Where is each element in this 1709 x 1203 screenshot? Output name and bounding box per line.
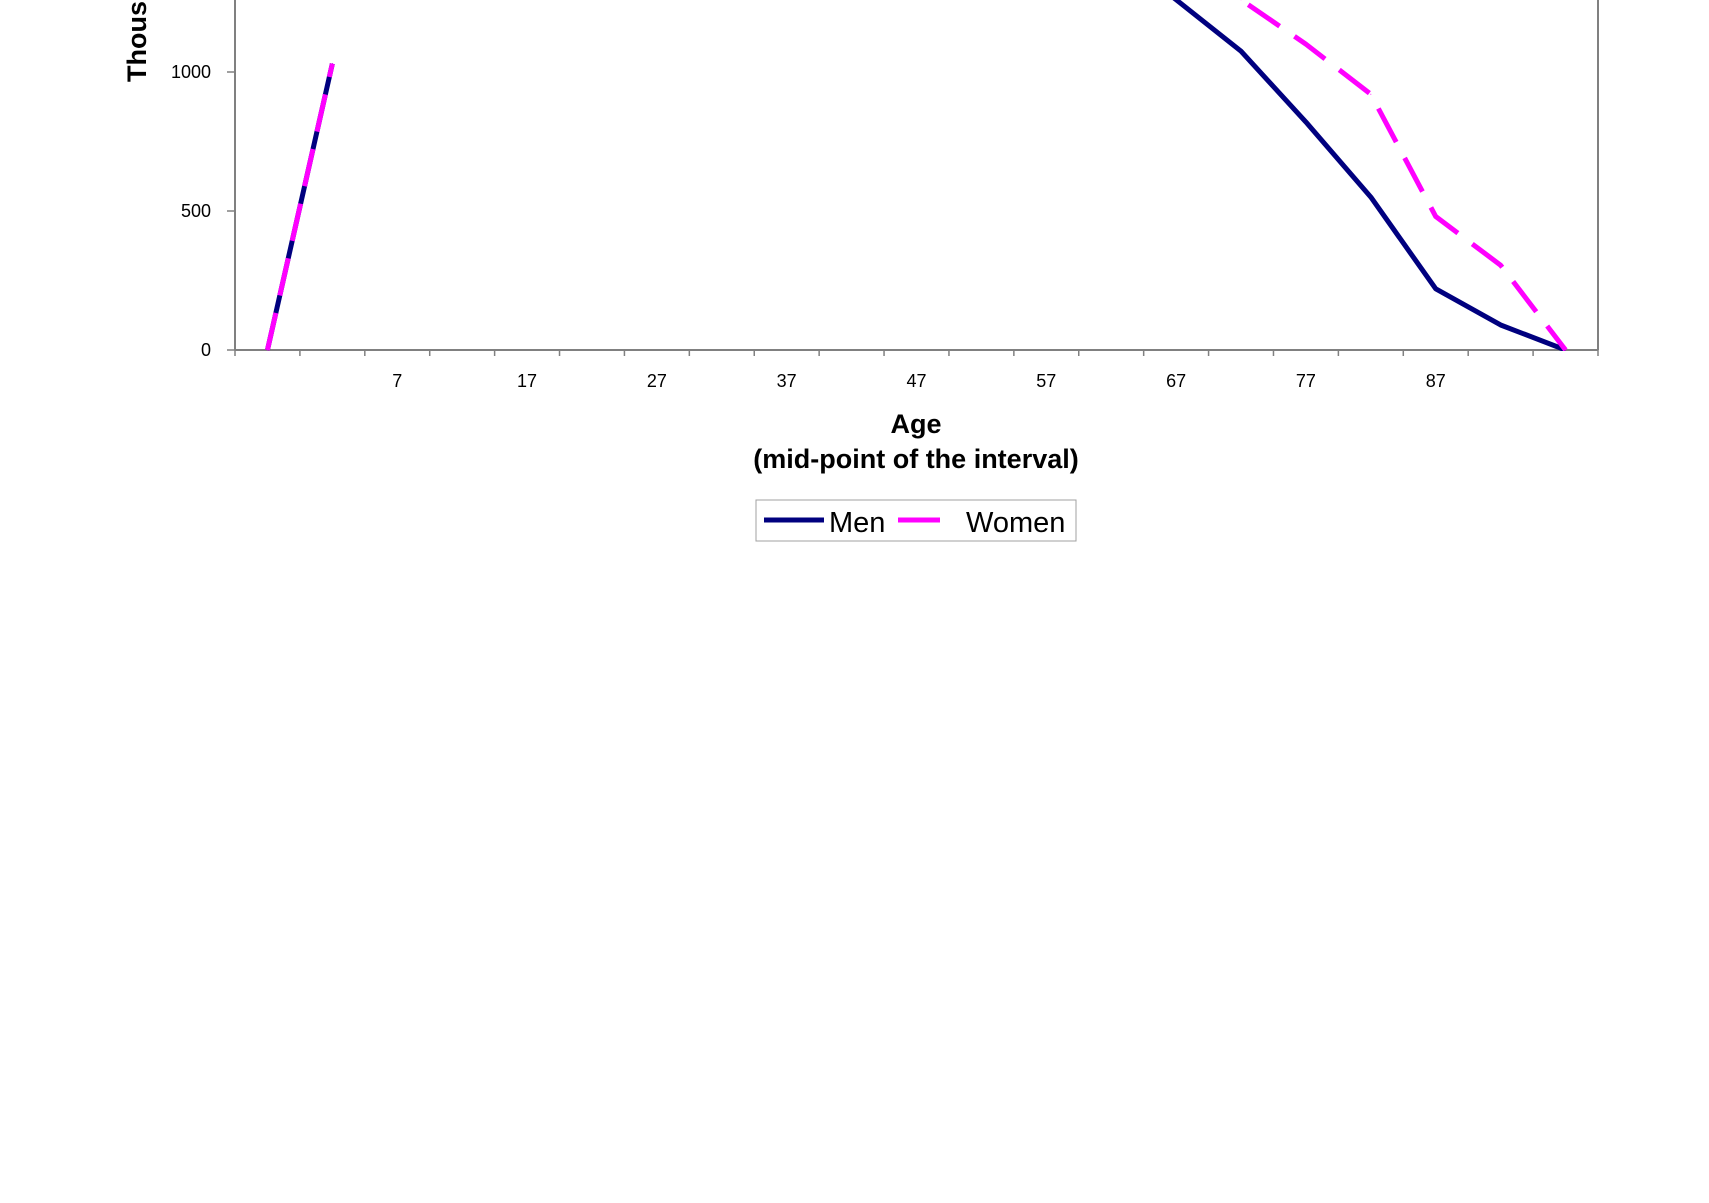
data-point-men <box>1305 122 1306 123</box>
x-tick-label: 17 <box>517 371 537 391</box>
series-layer <box>267 0 1566 351</box>
x-axis-title: Age <box>890 409 941 439</box>
legend: Men Women <box>756 500 1076 541</box>
y-axis-title: Thous <box>122 1 152 82</box>
x-tick-label: 57 <box>1036 371 1056 391</box>
x-tick-label: 47 <box>906 371 926 391</box>
y-axis-ticks: 0 500 1000 <box>171 62 235 360</box>
data-point-women <box>1435 216 1436 217</box>
data-point-women <box>332 63 333 64</box>
x-tick-label: 77 <box>1296 371 1316 391</box>
data-point-men <box>1500 324 1501 325</box>
x-tick-label: 27 <box>647 371 667 391</box>
y-tick-label: 500 <box>181 201 211 221</box>
x-axis-subtitle: (mid-point of the interval) <box>753 444 1078 474</box>
legend-women-label: Women <box>966 507 1065 539</box>
data-point-men <box>1241 51 1242 52</box>
series-line-men <box>1137 0 1565 350</box>
x-axis-ticks: 7 17 27 37 47 57 67 77 87 <box>235 350 1598 391</box>
y-tick-label: 1000 <box>171 62 211 82</box>
series-line-women <box>1202 0 1565 350</box>
data-point-men <box>1370 197 1371 198</box>
x-tick-label: 7 <box>392 371 402 391</box>
legend-men-label: Men <box>829 507 885 539</box>
data-point-women <box>1305 44 1306 45</box>
data-point-women <box>1370 94 1371 95</box>
x-tick-label: 67 <box>1166 371 1186 391</box>
data-point-men <box>1435 288 1436 289</box>
x-tick-label: 37 <box>777 371 797 391</box>
y-tick-label: 0 <box>201 340 211 360</box>
data-point-women <box>267 350 268 351</box>
x-tick-label: 87 <box>1426 371 1446 391</box>
data-point-women <box>1565 350 1566 351</box>
data-point-women <box>1500 265 1501 266</box>
